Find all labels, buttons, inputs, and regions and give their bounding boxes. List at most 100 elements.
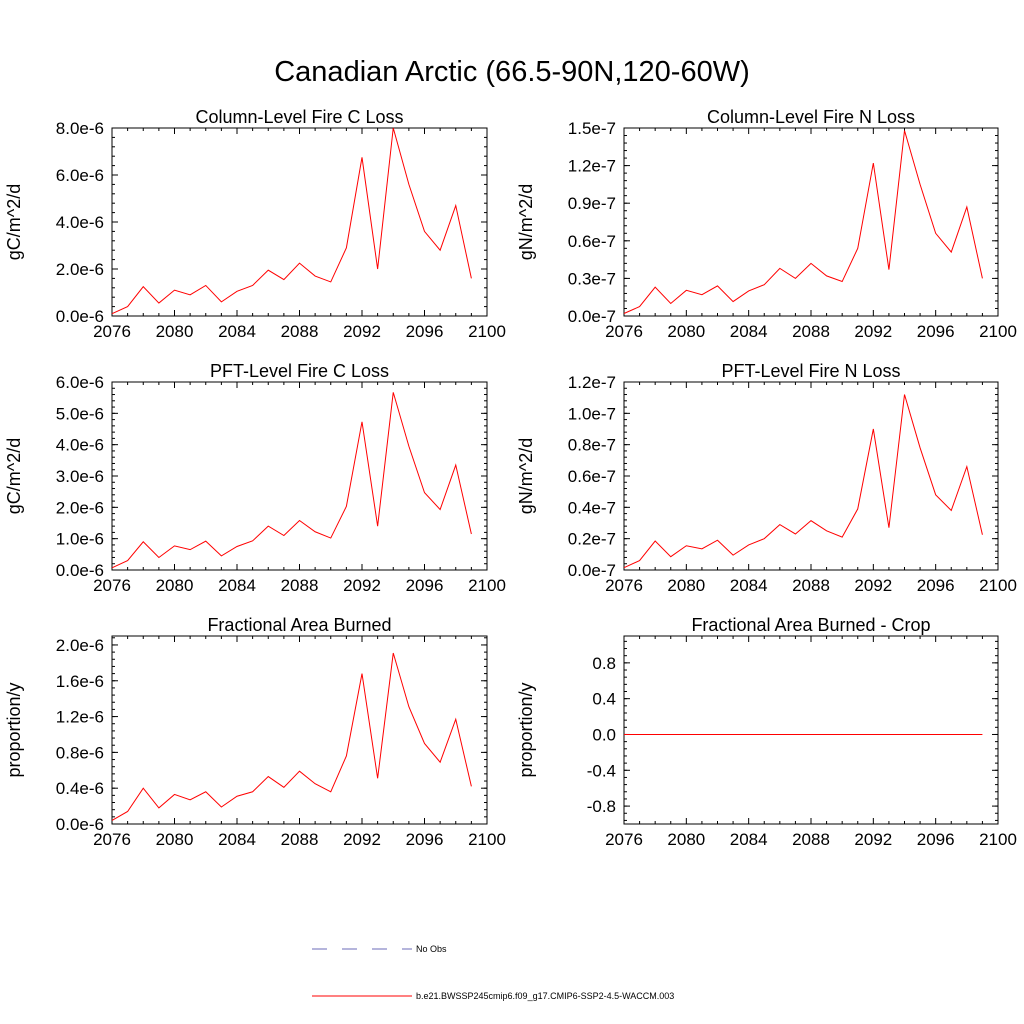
y-axis-label: proportion/y [4, 682, 24, 777]
y-tick-label: 0.0e-7 [568, 561, 616, 580]
x-tick-label: 2076 [605, 322, 643, 341]
x-tick-label: 2080 [667, 576, 705, 595]
panel-title: PFT-Level Fire N Loss [721, 361, 900, 381]
y-tick-label: 1.5e-7 [568, 119, 616, 138]
panel-title: Column-Level Fire N Loss [707, 107, 915, 127]
series-line [623, 394, 983, 569]
panel-fractional-area-burned-crop: Fractional Area Burned - Crop proportion/… [516, 615, 1017, 849]
y-tick-label: 0.8e-7 [568, 436, 616, 455]
plot-frame [623, 127, 999, 317]
y-tick-label: 0.6e-7 [568, 467, 616, 486]
x-tick-label: 2080 [156, 576, 194, 595]
plot-frame [111, 127, 488, 317]
x-tick-label: 2076 [605, 576, 643, 595]
y-tick-label: 5.0e-6 [56, 404, 104, 423]
x-tick-label: 2080 [667, 322, 705, 341]
y-axis-label: proportion/y [516, 682, 536, 777]
x-tick-label: 2092 [854, 322, 892, 341]
x-tick-label: 2084 [218, 322, 256, 341]
y-tick-label: 0.0e-6 [56, 561, 104, 580]
x-tick-label: 2076 [93, 830, 131, 849]
x-tick-label: 2084 [730, 830, 768, 849]
y-tick-label: 1.0e-6 [56, 530, 104, 549]
x-tick-label: 2084 [218, 830, 256, 849]
series-line [111, 652, 472, 821]
legend-item-obs: No Obs [312, 944, 447, 954]
x-tick-label: 2100 [468, 322, 506, 341]
y-tick-label: 1.6e-6 [56, 672, 104, 691]
series-line [111, 392, 472, 569]
y-tick-label: 0.4e-6 [56, 779, 104, 798]
legend-item-model: b.e21.BWSSP245cmip6.f09_g17.CMIP6-SSP2-4… [312, 991, 674, 1001]
x-tick-label: 2092 [854, 576, 892, 595]
y-tick-label: 0.2e-7 [568, 530, 616, 549]
panel-title: Fractional Area Burned - Crop [691, 615, 930, 635]
y-tick-label: -0.8 [587, 797, 616, 816]
plot-frame [111, 635, 488, 825]
x-tick-label: 2076 [93, 576, 131, 595]
legend-label: b.e21.BWSSP245cmip6.f09_g17.CMIP6-SSP2-4… [416, 991, 674, 1001]
y-tick-label: 2.0e-6 [56, 636, 104, 655]
y-tick-label: 2.0e-6 [56, 260, 104, 279]
y-tick-label: 0.9e-7 [568, 194, 616, 213]
chart-panels: Column-Level Fire C Loss gC/m^2/d 2076 2080… [4, 107, 1017, 849]
x-tick-label: 2096 [917, 830, 955, 849]
panel-title: Fractional Area Burned [207, 615, 391, 635]
x-tick-label: 2096 [917, 322, 955, 341]
y-tick-label: 2.0e-6 [56, 498, 104, 517]
y-tick-label: 6.0e-6 [56, 166, 104, 185]
y-tick-label: 1.2e-7 [568, 157, 616, 176]
x-tick-label: 2080 [156, 322, 194, 341]
x-tick-label: 2088 [281, 322, 319, 341]
x-tick-label: 2092 [854, 830, 892, 849]
y-tick-label: -0.4 [587, 761, 616, 780]
x-tick-label: 2088 [792, 322, 830, 341]
panel-title: PFT-Level Fire C Loss [210, 361, 389, 381]
x-tick-label: 2076 [93, 322, 131, 341]
x-tick-label: 2096 [406, 322, 444, 341]
x-tick-label: 2080 [156, 830, 194, 849]
x-tick-label: 2100 [979, 830, 1017, 849]
figure-title: Canadian Arctic (66.5-90N,120-60W) [274, 56, 750, 88]
x-tick-label: 2084 [730, 576, 768, 595]
y-tick-label: 0.6e-7 [568, 232, 616, 251]
y-axis-label: gC/m^2/d [4, 438, 24, 514]
x-tick-label: 2096 [406, 830, 444, 849]
x-tick-label: 2092 [343, 830, 381, 849]
y-tick-label: 0.8 [592, 654, 616, 673]
y-tick-label: 0.4 [592, 690, 616, 709]
legend-label: No Obs [416, 944, 447, 954]
y-tick-label: 4.0e-6 [56, 436, 104, 455]
x-tick-label: 2100 [979, 576, 1017, 595]
y-tick-label: 1.2e-7 [568, 373, 616, 392]
legend: No Obs b.e21.BWSSP245cmip6.f09_g17.CMIP6-… [312, 944, 674, 1001]
x-tick-label: 2096 [406, 576, 444, 595]
y-tick-label: 0.0e-6 [56, 307, 104, 326]
x-tick-label: 2088 [792, 576, 830, 595]
x-tick-label: 2100 [468, 830, 506, 849]
x-tick-label: 2096 [917, 576, 955, 595]
x-tick-label: 2084 [730, 322, 768, 341]
series-line [623, 130, 983, 314]
y-axis-label: gN/m^2/d [516, 184, 536, 260]
panel-column-level-fire-n-loss: Column-Level Fire N Loss gN/m^2/d 2076 2080… [516, 107, 1017, 341]
y-tick-label: 0.3e-7 [568, 269, 616, 288]
panel-title: Column-Level Fire C Loss [195, 107, 403, 127]
y-tick-label: 6.0e-6 [56, 373, 104, 392]
panel-column-level-fire-c-loss: Column-Level Fire C Loss gC/m^2/d 2076 2080… [4, 107, 506, 341]
y-axis-label: gN/m^2/d [516, 438, 536, 514]
y-axis-label: gC/m^2/d [4, 184, 24, 260]
y-tick-label: 0.0e-6 [56, 815, 104, 834]
x-tick-label: 2092 [343, 322, 381, 341]
series-line [111, 127, 472, 315]
y-tick-label: 4.0e-6 [56, 213, 104, 232]
y-tick-label: 3.0e-6 [56, 467, 104, 486]
x-tick-label: 2100 [979, 322, 1017, 341]
y-tick-label: 0.0 [592, 725, 616, 744]
x-tick-label: 2092 [343, 576, 381, 595]
x-tick-label: 2088 [281, 576, 319, 595]
y-tick-label: 0.8e-6 [56, 743, 104, 762]
y-tick-label: 1.2e-6 [56, 708, 104, 727]
panel-pft-level-fire-n-loss: PFT-Level Fire N Loss gN/m^2/d 2076 2080 208… [516, 361, 1017, 595]
